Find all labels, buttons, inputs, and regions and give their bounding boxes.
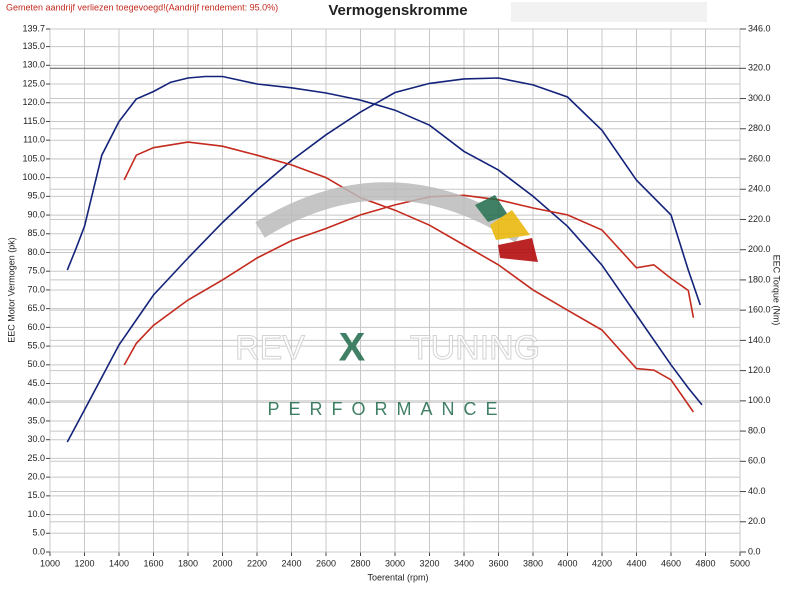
y-tick-label: 5.0: [32, 528, 45, 538]
y-tick-label: 85.0: [27, 228, 45, 238]
plot-area: 1000 1200 1400 1600 1800 2000 2200 2400 2600 2800…: [22, 23, 770, 568]
logo-segment: [498, 238, 538, 262]
y2-tick-label: 260.0: [748, 153, 771, 163]
x-tick-label: 3000: [385, 558, 405, 568]
y-tick-label: 35.0: [27, 415, 45, 425]
logo-mark: X: [339, 326, 366, 370]
y-tick-label: 45.0: [27, 378, 45, 388]
y2-tick-label: 160.0: [748, 305, 771, 315]
data-line: [123, 141, 695, 413]
y2-tick-label: 320.0: [748, 63, 771, 73]
y-tick-label: 135.0: [22, 41, 45, 51]
y-tick-label: 70.0: [27, 284, 45, 294]
y-tick-label: 120.0: [22, 97, 45, 107]
x-tick-label: 2400: [281, 558, 301, 568]
y2-tick-label: 60.0: [748, 456, 766, 466]
x-axis-label: Toerental (rpm): [367, 572, 428, 582]
y-tick-label: 55.0: [27, 340, 45, 350]
y-tick-label: 15.0: [27, 490, 45, 500]
y-tick-label: 95.0: [27, 191, 45, 201]
y-tick-label: 90.0: [27, 209, 45, 219]
x-tick-label: 4600: [661, 558, 681, 568]
x-tick-label: 4000: [557, 558, 577, 568]
y2-tick-label: 40.0: [748, 486, 766, 496]
x-tick-label: 1000: [40, 558, 60, 568]
y-tick-label: 60.0: [27, 322, 45, 332]
x-tick-label: 2800: [350, 558, 370, 568]
y-tick-label: 130.0: [22, 60, 45, 70]
y2-tick-label: 80.0: [748, 425, 766, 435]
y-tick-label: 65.0: [27, 303, 45, 313]
chart-title: Vermogenskromme: [328, 2, 467, 19]
y-tick-label: 110.0: [23, 135, 45, 145]
y2-tick-label: 100.0: [748, 395, 771, 405]
x-tick-label: 1400: [109, 558, 129, 568]
y-tick-label: 10.0: [27, 509, 45, 519]
x-tick-label: 3200: [419, 558, 439, 568]
x-tick-label: 2600: [316, 558, 336, 568]
y-tick-label: 25.0: [27, 453, 45, 463]
y-tick-label: 75.0: [27, 266, 45, 276]
logo-tagline: PERFORMANCE: [267, 399, 506, 419]
note: Gemeten aandrijf verliezen toegevoegd!(A…: [6, 2, 278, 12]
y2-axis-label: EEC Torque (Nm): [772, 255, 782, 326]
data-line: [66, 75, 703, 406]
logo-text: REV: [235, 329, 305, 367]
logo-segment: [475, 195, 508, 222]
x-tick-label: 3600: [488, 558, 508, 568]
x-tick-label: 3800: [523, 558, 543, 568]
data-line: [66, 77, 702, 443]
x-tick-label: 4200: [592, 558, 612, 568]
y-tick-label: 105.0: [22, 153, 45, 163]
y-tick-label: 30.0: [27, 434, 45, 444]
logo-text: TUNING: [410, 329, 540, 367]
x-tick-label: 4800: [695, 558, 715, 568]
y-tick-label: 20.0: [27, 472, 45, 482]
x-tick-label: 4400: [626, 558, 646, 568]
y-tick-label: 125.0: [22, 78, 45, 88]
y2-tick-label: 280.0: [748, 123, 771, 133]
x-tick-label: 3400: [454, 558, 474, 568]
y2-tick-label: 200.0: [748, 244, 771, 254]
logo-segment: [490, 210, 530, 240]
x-tick-label: 1600: [143, 558, 163, 568]
y2-tick-label: 220.0: [748, 214, 771, 224]
y2-tick-label: 346.0: [748, 23, 771, 33]
x-tick-label: 1200: [74, 558, 94, 568]
x-tick-label: 2200: [247, 558, 267, 568]
y-tick-label: 100.0: [22, 172, 45, 182]
watermark: REV X TUNING PERFORMANCE: [235, 182, 541, 419]
x-tick-label: 5000: [730, 558, 750, 568]
y2-tick-label: 20.0: [748, 516, 766, 526]
y2-tick-label: 140.0: [748, 335, 771, 345]
x-tick-label: 1800: [178, 558, 198, 568]
y2-tick-label: 300.0: [748, 93, 771, 103]
x-tick-label: 2000: [212, 558, 232, 568]
y-axis-label: EEC Motor Vermogen (pk): [6, 237, 16, 343]
y2-tick-label: 0.0: [748, 546, 761, 556]
y2-tick-label: 180.0: [748, 274, 771, 284]
header-box: [511, 2, 707, 22]
y-tick-label: 139.7: [22, 23, 45, 33]
y-tick-label: 50.0: [27, 359, 45, 369]
y2-tick-label: 120.0: [748, 365, 771, 375]
y-tick-label: 40.0: [27, 397, 45, 407]
y-tick-label: 80.0: [27, 247, 45, 257]
y2-tick-label: 240.0: [748, 184, 771, 194]
y-tick-label: 115.0: [23, 116, 45, 126]
y-tick-label: 0.0: [32, 546, 45, 556]
